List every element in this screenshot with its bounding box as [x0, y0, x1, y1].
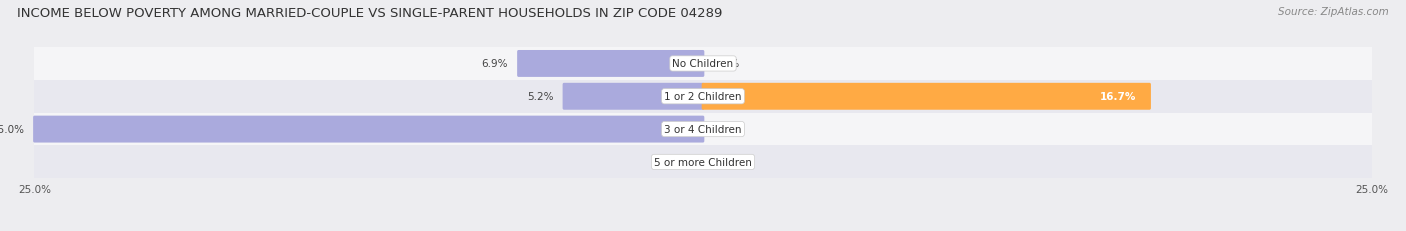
Text: 3 or 4 Children: 3 or 4 Children [664, 125, 742, 134]
Bar [35, 48, 1371, 81]
Text: 0.0%: 0.0% [666, 157, 692, 167]
Text: 1 or 2 Children: 1 or 2 Children [664, 92, 742, 102]
FancyBboxPatch shape [562, 83, 704, 110]
Text: Source: ZipAtlas.com: Source: ZipAtlas.com [1278, 7, 1389, 17]
Text: 25.0%: 25.0% [0, 125, 24, 134]
Bar [35, 146, 1371, 179]
FancyBboxPatch shape [702, 83, 1152, 110]
Text: 0.0%: 0.0% [714, 59, 740, 69]
Text: 16.7%: 16.7% [1099, 92, 1136, 102]
Text: 6.9%: 6.9% [481, 59, 508, 69]
Text: 5 or more Children: 5 or more Children [654, 157, 752, 167]
Bar [35, 81, 1371, 113]
Bar [35, 113, 1371, 146]
Text: No Children: No Children [672, 59, 734, 69]
Text: INCOME BELOW POVERTY AMONG MARRIED-COUPLE VS SINGLE-PARENT HOUSEHOLDS IN ZIP COD: INCOME BELOW POVERTY AMONG MARRIED-COUPL… [17, 7, 723, 20]
Text: 0.0%: 0.0% [714, 157, 740, 167]
FancyBboxPatch shape [517, 51, 704, 78]
FancyBboxPatch shape [34, 116, 704, 143]
Text: 0.0%: 0.0% [714, 125, 740, 134]
Text: 5.2%: 5.2% [527, 92, 553, 102]
